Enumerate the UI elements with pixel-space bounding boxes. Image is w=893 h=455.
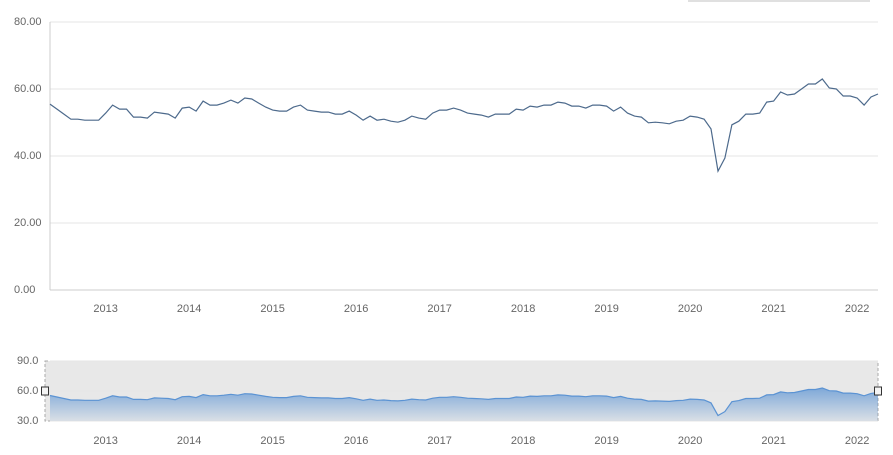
navigator-line-area	[50, 388, 878, 421]
x-tick-label: 2016	[344, 303, 368, 315]
x-tick-label: 2014	[177, 303, 201, 315]
navigator-handle[interactable]	[41, 386, 49, 396]
toolbar-edge	[688, 0, 870, 2]
x-tick-label: 2019	[594, 303, 618, 315]
line	[49, 78, 879, 173]
x-tick-label: 2019	[594, 435, 618, 447]
x-tick-label: 2016	[344, 435, 368, 447]
y-tick-label: 40.00	[14, 150, 42, 162]
x-tick-label: 2021	[761, 435, 785, 447]
y-tick-label: 60.0	[17, 385, 38, 397]
x-tick-label: 2014	[177, 435, 201, 447]
x-tick-label: 2018	[511, 435, 535, 447]
x-tick-label: 2018	[511, 303, 535, 315]
y-tick-label: 30.0	[17, 415, 38, 427]
navigator-line	[49, 387, 879, 417]
x-tick-label: 2022	[845, 435, 869, 447]
y-tick-label: 0.00	[14, 284, 35, 296]
x-tick-label: 2013	[93, 435, 117, 447]
x-tick-label: 2017	[427, 435, 451, 447]
navigator-handle[interactable]	[874, 386, 882, 396]
y-tick-label: 80.00	[14, 16, 42, 28]
x-tick-label: 2020	[678, 435, 702, 447]
y-tick-label: 20.00	[14, 217, 42, 229]
x-tick-label: 2020	[678, 303, 702, 315]
x-tick-label: 2022	[845, 303, 869, 315]
y-tick-label: 90.0	[17, 355, 38, 367]
x-tick-label: 2015	[260, 435, 284, 447]
x-tick-label: 2021	[761, 303, 785, 315]
x-tick-label: 2013	[93, 303, 117, 315]
x-tick-label: 2015	[260, 303, 284, 315]
x-tick-label: 2017	[427, 303, 451, 315]
y-tick-label: 60.00	[14, 83, 42, 95]
